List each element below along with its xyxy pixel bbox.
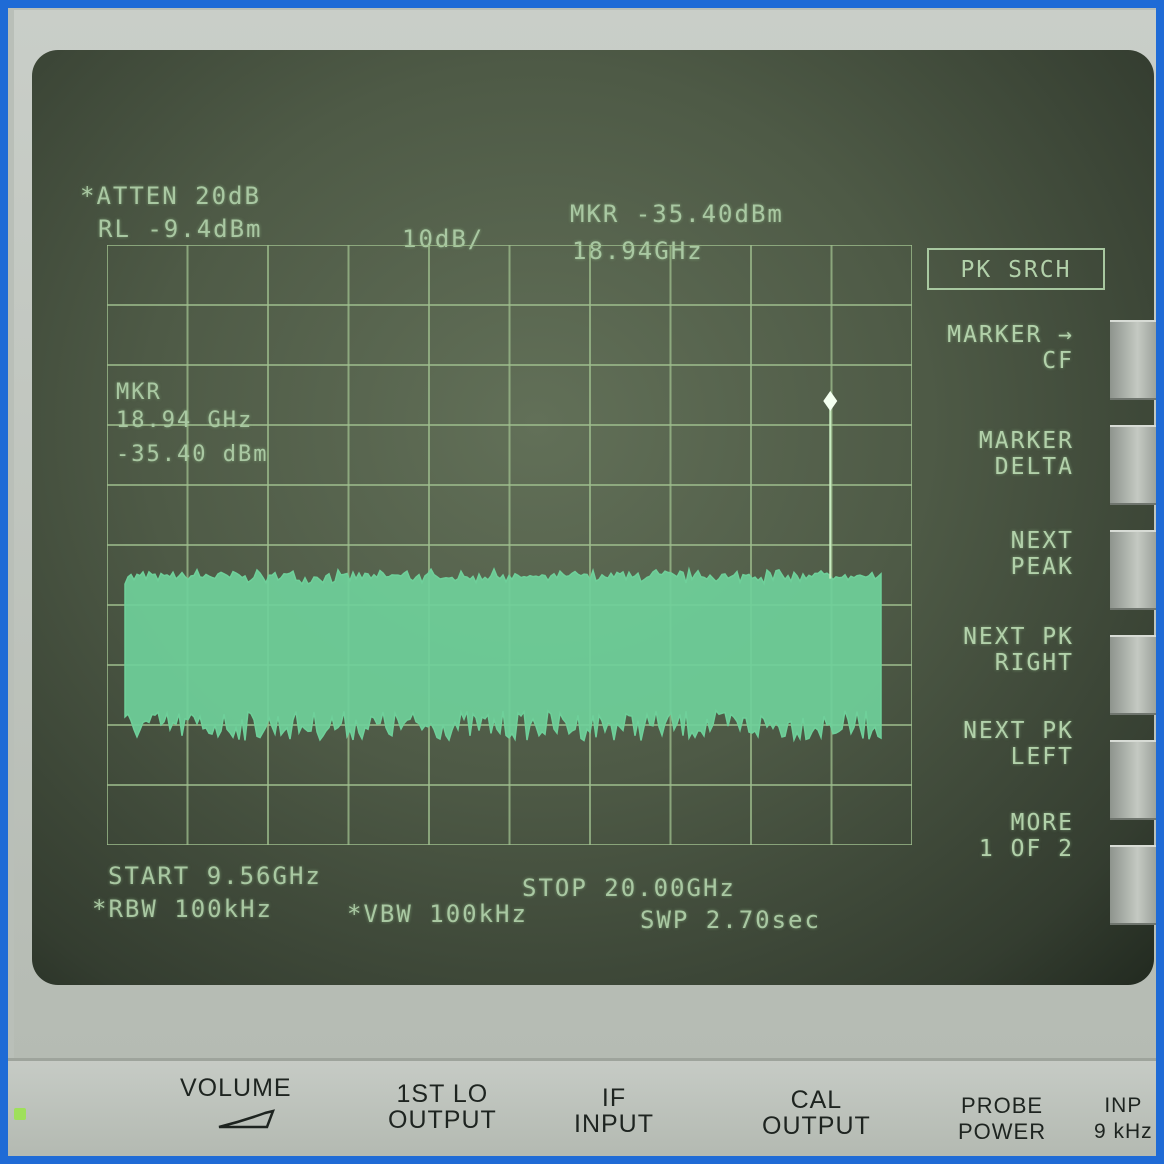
spectrum-graticule	[107, 245, 912, 845]
probe-power-label: PROBE POWER	[958, 1093, 1047, 1144]
volume-label: VOLUME	[180, 1074, 292, 1102]
hardware-softkey-5[interactable]	[1110, 740, 1156, 820]
marker-diamond-icon	[823, 391, 838, 411]
ref-level-readout: RL -9.4dBm	[98, 215, 263, 243]
volume-knob-icon[interactable]	[213, 1107, 283, 1131]
softkey-next-pk-right[interactable]: NEXT PK RIGHT	[963, 624, 1074, 676]
softkey-next-pk-left[interactable]: NEXT PK LEFT	[963, 718, 1074, 770]
marker-label: MKR	[116, 380, 162, 405]
softkey-marker-delta[interactable]: MARKER DELTA	[978, 428, 1074, 480]
input-label: INP 9 kHz	[1094, 1094, 1153, 1143]
softkey-menu-title: PK SRCH	[927, 248, 1105, 290]
power-led-icon	[14, 1108, 26, 1120]
stop-frequency: STOP 20.00GHz	[522, 874, 736, 902]
sweep-time-readout: SWP 2.70sec	[640, 906, 821, 934]
noise-trace	[124, 566, 882, 743]
marker-amp-box: -35.40 dBm	[116, 442, 269, 467]
marker-amplitude-readout: MKR -35.40dBm	[570, 200, 784, 228]
hardware-softkey-6[interactable]	[1110, 845, 1156, 925]
spectrum-plot	[107, 245, 912, 845]
softkey-marker-cf[interactable]: MARKER → CF	[947, 322, 1074, 374]
first-lo-output-label: 1ST LO OUTPUT	[388, 1080, 497, 1134]
hardware-softkey-3[interactable]	[1110, 530, 1156, 610]
instrument-bezel: *ATTEN 20dB RL -9.4dBm 10dB/ MKR -35.40d…	[14, 10, 1156, 1060]
marker-frequency-readout: 18.94GHz	[572, 237, 704, 265]
scale-readout: 10dB/	[402, 225, 485, 253]
marker-freq-box: 18.94 GHz	[116, 408, 254, 433]
softkey-more[interactable]: MORE 1 OF 2	[978, 810, 1074, 862]
rbw-readout: *RBW 100kHz	[92, 895, 273, 923]
front-panel: VOLUME 1ST LO OUTPUT IF INPUT CAL OUTPUT…	[8, 1058, 1156, 1156]
start-frequency: START 9.56GHz	[108, 862, 322, 890]
if-input-label: IF INPUT	[574, 1084, 654, 1138]
softkey-next-peak[interactable]: NEXT PEAK	[1010, 528, 1074, 580]
cal-output-label: CAL OUTPUT	[762, 1086, 871, 1140]
hardware-softkey-4[interactable]	[1110, 635, 1156, 715]
analyzer-photo: *ATTEN 20dB RL -9.4dBm 10dB/ MKR -35.40d…	[8, 8, 1156, 1156]
hardware-softkey-2[interactable]	[1110, 425, 1156, 505]
crt-screen: *ATTEN 20dB RL -9.4dBm 10dB/ MKR -35.40d…	[32, 50, 1154, 985]
hardware-softkey-1[interactable]	[1110, 320, 1156, 400]
atten-readout: *ATTEN 20dB	[80, 182, 261, 210]
vbw-readout: *VBW 100kHz	[347, 900, 528, 928]
